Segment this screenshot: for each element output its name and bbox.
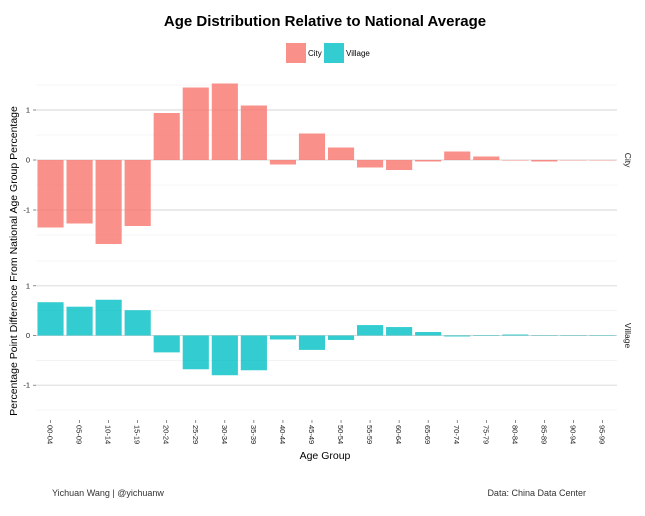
x-tick-label: 00-04 (46, 425, 55, 444)
bar-village-05-09 (66, 306, 93, 336)
legend: City Village (286, 43, 370, 63)
x-tick-label: 05-09 (75, 425, 84, 444)
legend-label-village: Village (346, 49, 370, 58)
bar-village-45-49 (298, 335, 326, 350)
bar-city-50-54 (327, 147, 355, 160)
x-tick-label: 60-64 (394, 425, 403, 444)
bar-village-10-14 (95, 299, 122, 336)
x-tick-label: 70-74 (452, 425, 461, 444)
x-tick-label: 75-79 (481, 425, 490, 444)
bar-city-45-49 (298, 133, 326, 160)
x-tick-label: 30-34 (220, 425, 229, 444)
x-tick-label: 35-39 (249, 425, 258, 444)
bar-village-60-64 (386, 327, 413, 336)
bar-village-55-59 (357, 325, 384, 336)
bar-city-30-34 (211, 83, 238, 160)
x-tick-label: 15-19 (133, 425, 142, 444)
chart-title: Age Distribution Relative to National Av… (164, 13, 486, 30)
x-tick-label: 40-44 (278, 425, 287, 444)
panel-village: -1 0 1 Village (23, 260, 633, 411)
bar-village-40-44 (269, 335, 296, 340)
y-tick-label: 0 (26, 331, 30, 340)
bar-village-50-54 (327, 335, 355, 340)
y-tick-label: 0 (26, 156, 30, 165)
panel-city: -1 0 1 City (23, 83, 633, 244)
y-axis-title: Percentage Point Difference From Nationa… (8, 106, 20, 416)
y-tick-label: -1 (23, 381, 30, 390)
x-tick-label: 45-49 (307, 425, 316, 444)
bar-city-00-04 (37, 160, 64, 228)
x-tick-label: 95-99 (597, 425, 606, 444)
bar-village-35-39 (240, 335, 267, 371)
bar-city-05-09 (66, 160, 93, 224)
x-tick-label: 10-14 (104, 425, 113, 444)
facet-label-city: City (623, 153, 633, 168)
bar-city-40-44 (269, 160, 296, 165)
y-tick-label: 1 (26, 281, 30, 290)
legend-swatch-city (286, 43, 306, 63)
bar-city-85-89 (531, 160, 558, 162)
x-tick-label: 90-94 (568, 425, 577, 444)
bar-city-65-69 (415, 160, 442, 162)
bar-city-80-84 (502, 160, 529, 161)
bar-city-25-29 (182, 87, 209, 160)
facet-label-village: Village (623, 323, 633, 349)
x-tick-label: 80-84 (510, 425, 519, 444)
bar-city-35-39 (240, 105, 267, 160)
caption-source: Data: China Data Center (487, 488, 586, 498)
x-tick-label: 20-24 (162, 425, 171, 444)
bar-city-20-24 (153, 113, 180, 160)
y-tick-label: 1 (26, 106, 30, 115)
bar-village-80-84 (502, 334, 529, 336)
x-tick-label: 85-89 (539, 425, 548, 444)
x-tick-label: 25-29 (191, 425, 200, 444)
x-tick-label: 50-54 (336, 425, 345, 444)
bar-village-25-29 (182, 335, 209, 370)
x-tick-label: 65-69 (423, 425, 432, 444)
bar-city-70-74 (444, 151, 471, 160)
bar-village-20-24 (153, 335, 180, 353)
legend-swatch-village (324, 43, 344, 63)
bar-city-55-59 (357, 160, 384, 168)
bar-village-30-34 (211, 335, 238, 376)
chart-panels: -1 0 1 City -1 0 1 Village 00-04 05-09 10-14 15-19 2… (23, 83, 633, 444)
bar-city-15-19 (124, 160, 151, 226)
bar-city-75-79 (473, 156, 500, 160)
bar-village-15-19 (124, 310, 151, 336)
legend-label-city: City (308, 49, 322, 58)
bar-village-70-74 (444, 335, 471, 337)
bar-city-60-64 (386, 160, 413, 170)
bar-village-65-69 (415, 332, 442, 336)
bar-village-00-04 (37, 302, 64, 336)
y-tick-label: -1 (23, 206, 30, 215)
bar-city-10-14 (95, 160, 122, 244)
x-axis-title: Age Group (300, 450, 351, 462)
x-tick-label: 55-59 (365, 425, 374, 444)
caption-author: Yichuan Wang | @yichuanw (52, 488, 164, 498)
x-axis: 00-04 05-09 10-14 15-19 20-24 25-29 30-34 35-39… (46, 420, 606, 444)
